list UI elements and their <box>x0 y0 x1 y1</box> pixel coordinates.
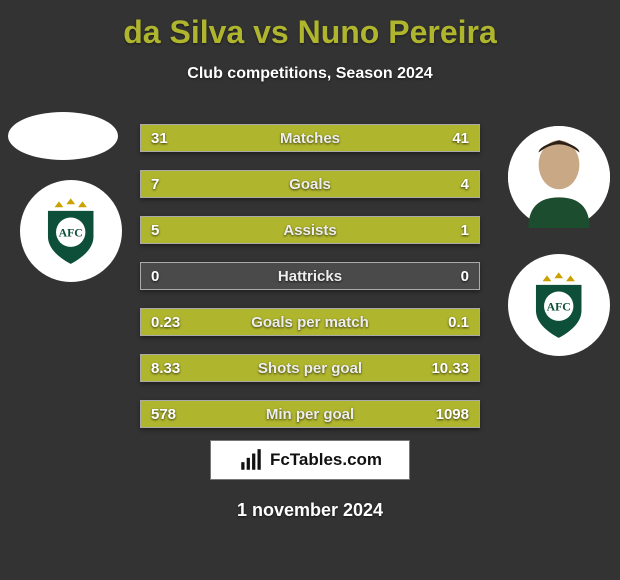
club-shield-icon: AFC <box>34 194 107 267</box>
player-right-club-badge: AFC <box>508 254 610 356</box>
club-shield-icon: AFC <box>522 268 595 341</box>
stat-label: Shots per goal <box>141 355 479 383</box>
stat-label: Assists <box>141 217 479 245</box>
date-label: 1 november 2024 <box>0 500 620 521</box>
page-title: da Silva vs Nuno Pereira <box>0 0 620 51</box>
stat-row: 51Assists <box>140 216 480 244</box>
svg-text:AFC: AFC <box>547 301 571 314</box>
stat-label: Goals <box>141 171 479 199</box>
player-left-club-badge: AFC <box>20 180 122 282</box>
branding-badge: FcTables.com <box>210 440 410 480</box>
stat-row: 5781098Min per goal <box>140 400 480 428</box>
stat-row: 3141Matches <box>140 124 480 152</box>
stat-label: Min per goal <box>141 401 479 429</box>
stat-row: 0.230.1Goals per match <box>140 308 480 336</box>
player-left-avatar <box>8 112 118 160</box>
stat-row: 8.3310.33Shots per goal <box>140 354 480 382</box>
stat-row: 74Goals <box>140 170 480 198</box>
chart-icon <box>238 447 264 473</box>
player-right-avatar <box>508 126 610 228</box>
stats-bars: 3141Matches 74Goals 51Assists 00Hattricks 0.… <box>140 124 480 446</box>
player-silhouette-icon <box>508 126 610 228</box>
svg-text:AFC: AFC <box>59 227 83 240</box>
stat-label: Goals per match <box>141 309 479 337</box>
subtitle: Club competitions, Season 2024 <box>0 65 620 83</box>
stat-label: Hattricks <box>141 263 479 291</box>
stat-label: Matches <box>141 125 479 153</box>
branding-text: FcTables.com <box>270 450 382 470</box>
stat-row: 00Hattricks <box>140 262 480 290</box>
